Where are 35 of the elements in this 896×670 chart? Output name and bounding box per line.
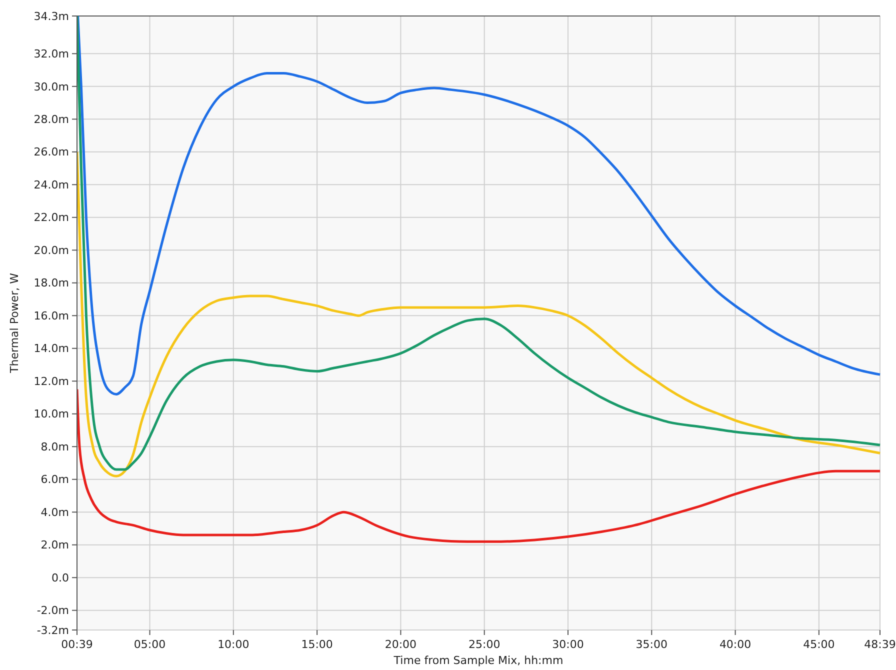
x-tick-label: 30:00: [552, 638, 584, 651]
x-tick-label: 20:00: [384, 638, 417, 651]
y-tick-label: 32.0m: [34, 48, 69, 61]
y-tick-label: 6.0m: [40, 473, 69, 486]
y-tick-label: 24.0m: [34, 178, 69, 192]
x-tick-label: 05:00: [134, 638, 166, 651]
y-tick-label: 20.0m: [34, 244, 69, 257]
y-tick-label: 28.0m: [34, 113, 69, 126]
y-tick-label: 30.0m: [34, 80, 69, 94]
line-series: [77, 388, 882, 543]
x-tick-label: 35:00: [636, 638, 668, 651]
y-tick-label: 14.0m: [34, 342, 69, 356]
y-tick-label: 16.0m: [34, 309, 69, 322]
x-axis-title: Time from Sample Mix, hh:mm: [392, 654, 564, 667]
y-tick-label: 2.0m: [40, 538, 69, 552]
y-axis-title: Thermal Power, W: [8, 272, 21, 374]
x-tick-label: 45:00: [803, 638, 835, 651]
y-tick-label: 34.3m: [34, 10, 69, 23]
y-tick-label: 4.0m: [40, 506, 69, 519]
y-tick-label: -3.2m: [36, 624, 69, 637]
y-tick-label: 22.0m: [34, 211, 69, 224]
x-tick-label: 48:39: [864, 638, 896, 651]
y-tick-label: 18.0m: [34, 276, 69, 290]
y-tick-label: 12.0m: [34, 374, 69, 388]
line-series: [77, 150, 882, 478]
x-tick-label: 25:00: [468, 638, 500, 651]
x-tick-label: 15:00: [301, 638, 333, 651]
y-tick-label: 8.0m: [40, 440, 69, 454]
y-tick-label: 10.0m: [34, 408, 69, 421]
x-tick-label: 10:00: [218, 638, 250, 651]
y-tick-label: 0.0: [52, 571, 69, 584]
y-tick-label: -2.0m: [36, 604, 69, 618]
x-tick-label: 00:39: [61, 638, 93, 651]
x-tick-label: 40:00: [719, 638, 752, 651]
y-tick-label: 26.0m: [34, 146, 69, 159]
